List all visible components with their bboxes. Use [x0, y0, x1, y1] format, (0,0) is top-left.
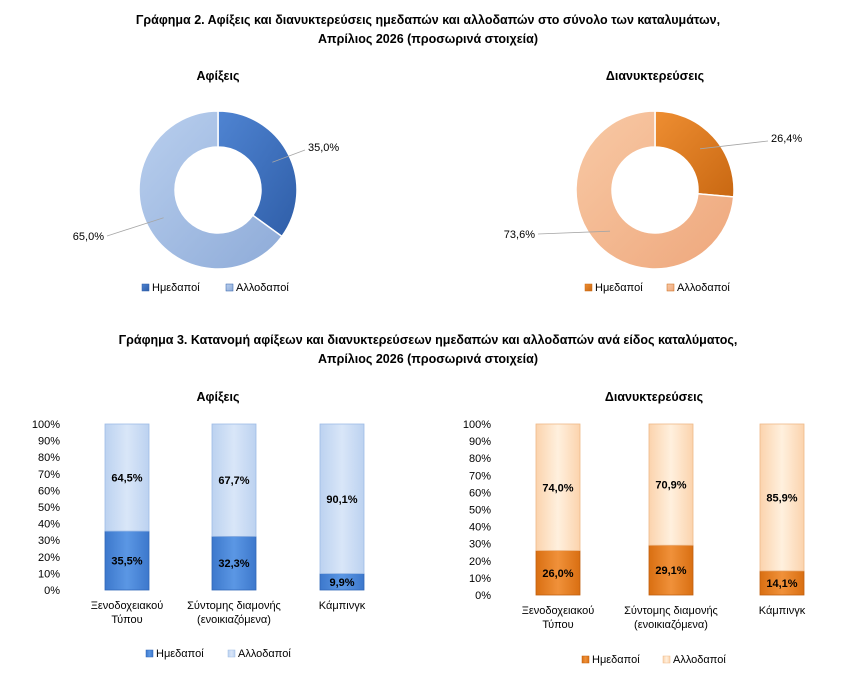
bar-segment-foreign: [319, 423, 365, 574]
y-tick-label: 50%: [38, 502, 60, 514]
bar-data-label: 64,5%: [111, 473, 142, 485]
bar-segment-foreign: [104, 423, 150, 532]
figure3-title-line1: Γράφημα 3. Κατανομή αφίξεων και διανυκτε…: [119, 333, 738, 347]
bar-data-label: 32,3%: [218, 558, 249, 570]
legend-label-foreign: Αλλοδαποί: [238, 648, 291, 660]
y-tick-label: 20%: [469, 556, 491, 568]
donut-legend: Ημεδαποί Αλλοδαποί: [584, 282, 730, 294]
overnights-donut-title: Διανυκτερεύσεις: [606, 69, 704, 83]
bar-segment-domestic: [104, 530, 150, 591]
y-tick-label: 100%: [32, 419, 60, 431]
donut-slice-domestic: [654, 110, 735, 198]
arrivals-bar-chart: Αφίξεις 0% 10% 20% 30% 40% 50% 60% 70% 80% 90% 100…: [32, 390, 366, 660]
y-tick-label: 50%: [469, 505, 491, 517]
arrivals-donut-chart: Αφίξεις 35,0% 65,0% Ημεδαποί Αλλοδαποί: [73, 69, 340, 294]
legend-swatch-domestic: [581, 655, 590, 664]
donut-data-label: 26,4%: [771, 133, 802, 145]
x-category-label: Κάμπινγκ: [319, 600, 366, 612]
bar-segment-foreign: [648, 423, 694, 546]
x-category-label: Τύπου: [542, 619, 573, 631]
bar-legend: Ημεδαποί Αλλοδαποί: [145, 648, 291, 660]
x-category-label: Κάμπινγκ: [759, 605, 806, 617]
legend-label-foreign: Αλλοδαποί: [677, 282, 730, 294]
y-tick-label: 10%: [469, 573, 491, 585]
legend-swatch-domestic: [141, 283, 150, 292]
bar-segment-foreign: [211, 423, 257, 537]
y-tick-label: 0%: [475, 590, 491, 602]
legend-swatch-domestic: [584, 283, 593, 292]
bar-data-label: 29,1%: [655, 565, 686, 577]
legend-label-domestic: Ημεδαποί: [152, 282, 200, 294]
legend-swatch-foreign: [666, 283, 675, 292]
legend-label-foreign: Αλλοδαποί: [673, 654, 726, 666]
legend-label-foreign: Αλλοδαποί: [236, 282, 289, 294]
legend-label-domestic: Ημεδαποί: [595, 282, 643, 294]
figure2-title-line2: Απρίλιος 2026 (προσωρινά στοιχεία): [318, 32, 538, 46]
figure2-title-line1: Γράφημα 2. Αφίξεις και διανυκτερεύσεις η…: [136, 13, 720, 27]
y-tick-label: 60%: [38, 485, 60, 497]
y-tick-label: 90%: [38, 436, 60, 448]
leader-line: [537, 230, 611, 235]
x-category-label: (ενοικιαζόμενα): [197, 614, 271, 626]
bar-data-label: 26,0%: [542, 568, 573, 580]
y-tick-label: 70%: [469, 470, 491, 482]
legend-swatch-foreign: [225, 283, 234, 292]
y-tick-label: 80%: [469, 453, 491, 465]
y-tick-label: 10%: [38, 568, 60, 580]
legend-swatch-domestic: [145, 649, 154, 658]
y-tick-label: 30%: [38, 535, 60, 547]
y-tick-label: 20%: [38, 552, 60, 564]
overnights-bar-title: Διανυκτερεύσεις: [605, 390, 703, 404]
donut-legend: Ημεδαποί Αλλοδαποί: [141, 282, 289, 294]
arrivals-bar-title: Αφίξεις: [197, 390, 240, 404]
bar-segment-domestic: [211, 535, 257, 591]
donut-data-label: 65,0%: [73, 231, 104, 243]
legend-label-domestic: Ημεδαποί: [156, 648, 204, 660]
bar-data-label: 14,1%: [766, 578, 797, 590]
bar-data-label: 35,5%: [111, 556, 142, 568]
leader-line: [699, 140, 769, 150]
y-tick-label: 60%: [469, 487, 491, 499]
y-tick-label: 100%: [463, 419, 491, 431]
figure3-title-line2: Απρίλιος 2026 (προσωρινά στοιχεία): [318, 352, 538, 366]
legend-swatch-foreign: [662, 655, 671, 664]
legend-label-domestic: Ημεδαποί: [592, 654, 640, 666]
x-category-label: Σύντομης διαμονής: [624, 605, 718, 617]
x-category-label: Ξενοδοχειακού: [522, 605, 595, 617]
bar-data-label: 70,9%: [655, 480, 686, 492]
bar-data-label: 9,9%: [329, 577, 354, 589]
y-tick-label: 40%: [38, 519, 60, 531]
x-category-label: Σύντομης διαμονής: [187, 600, 281, 612]
y-tick-label: 90%: [469, 436, 491, 448]
y-tick-label: 0%: [44, 585, 60, 597]
bar-data-label: 74,0%: [542, 482, 573, 494]
bar-segment-domestic: [759, 570, 805, 596]
bar-data-label: 67,7%: [218, 475, 249, 487]
leader-line: [272, 149, 306, 163]
arrivals-donut-title: Αφίξεις: [197, 69, 240, 83]
leader-line: [106, 217, 164, 237]
bar-segment-foreign: [535, 423, 581, 551]
donut-slice-domestic: [217, 110, 298, 238]
donut-slice-foreign: [138, 110, 283, 270]
donut-data-label: 73,6%: [504, 229, 535, 241]
x-category-label: (ενοικιαζόμενα): [634, 619, 708, 631]
overnights-donut-chart: Διανυκτερεύσεις 26,4% 73,6% Ημεδαποί Αλλοδα…: [504, 69, 803, 294]
x-category-label: Ξενοδοχειακού: [91, 600, 164, 612]
legend-swatch-foreign: [227, 649, 236, 658]
donut-data-label: 35,0%: [308, 142, 339, 154]
donut-slice-foreign: [575, 110, 735, 270]
y-tick-label: 40%: [469, 522, 491, 534]
y-tick-label: 30%: [469, 539, 491, 551]
bar-legend: Ημεδαποί Αλλοδαποί: [581, 654, 726, 666]
y-tick-label: 80%: [38, 452, 60, 464]
overnights-bar-chart: Διανυκτερεύσεις 0% 10% 20% 30% 40% 50% 60% 70% 8…: [463, 390, 806, 666]
bar-segment-foreign: [759, 423, 805, 572]
y-tick-label: 70%: [38, 469, 60, 481]
bar-data-label: 90,1%: [326, 494, 357, 506]
bar-data-label: 85,9%: [766, 492, 797, 504]
x-category-label: Τύπου: [111, 614, 142, 626]
